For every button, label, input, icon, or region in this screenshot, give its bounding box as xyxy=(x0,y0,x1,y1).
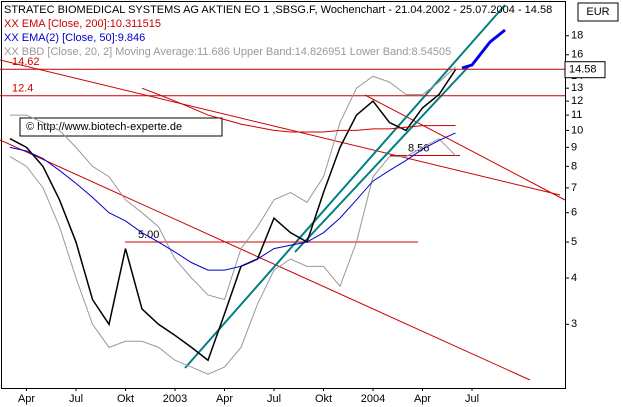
bollinger-lower xyxy=(9,138,456,375)
y-tick-label: 3 xyxy=(571,318,577,330)
watermark: © http://www.biotech-experte.de xyxy=(26,121,182,133)
trendlines xyxy=(0,4,566,381)
price-line xyxy=(9,69,457,362)
x-tick-label: Okt xyxy=(117,393,134,405)
red-channel xyxy=(0,139,531,381)
red-channel xyxy=(364,94,566,201)
y-tick-label: 16 xyxy=(571,49,583,61)
y-tick-label: 7 xyxy=(571,182,577,194)
red-channel xyxy=(0,59,561,196)
indicator-line xyxy=(141,87,456,133)
x-tick-label: Apr xyxy=(18,393,35,405)
last-value: 14.58 xyxy=(569,64,597,76)
x-tick-label: Apr xyxy=(216,393,233,405)
legend-entry: XX BBD [Close, 20, 2] Moving Average:11.… xyxy=(4,46,451,58)
indicator-line xyxy=(9,132,456,271)
y-tick-label: 9 xyxy=(571,141,577,153)
level-label: 8.56 xyxy=(408,142,429,154)
y-tick-label: 6 xyxy=(571,207,577,219)
projection xyxy=(461,28,506,70)
currency: EUR xyxy=(586,6,609,18)
currency-box xyxy=(577,2,619,22)
plot-frame xyxy=(1,1,566,389)
chart-title: STRATEC BIOMEDICAL SYSTEMS AG AKTIEN EO … xyxy=(4,4,552,16)
level-label: 14.62 xyxy=(12,56,40,68)
level-label: 12.4 xyxy=(12,83,33,95)
x-tick-label: Jul xyxy=(69,393,83,405)
legend-entry: XX EMA(2) [Close, 50]:9.846 xyxy=(4,32,145,44)
x-tick-label: Apr xyxy=(414,393,431,405)
y-tick-label: 8 xyxy=(571,160,577,172)
x-tick-label: Jul xyxy=(267,393,281,405)
last-value-box xyxy=(564,61,606,79)
y-tick-label: 12 xyxy=(571,95,583,107)
bollinger-upper xyxy=(10,66,456,301)
y-tick-label: 13 xyxy=(571,82,583,94)
x-tick-label: Jul xyxy=(465,393,479,405)
x-tick-label: 2003 xyxy=(163,393,187,405)
y-tick-label: 10 xyxy=(571,124,583,136)
level-label: 5.00 xyxy=(138,229,159,241)
y-tick-label: 4 xyxy=(571,272,577,284)
y-tick-label: 5 xyxy=(571,236,577,248)
legend-entry: XX EMA [Close, 200]:10.311515 xyxy=(4,18,161,30)
y-tick-label: 11 xyxy=(571,109,582,121)
watermark-box xyxy=(19,117,223,137)
x-tick-label: 2004 xyxy=(361,393,385,405)
y-tick-label: 18 xyxy=(571,30,583,42)
x-tick-label: Okt xyxy=(315,393,332,405)
green-trendline xyxy=(184,4,506,369)
